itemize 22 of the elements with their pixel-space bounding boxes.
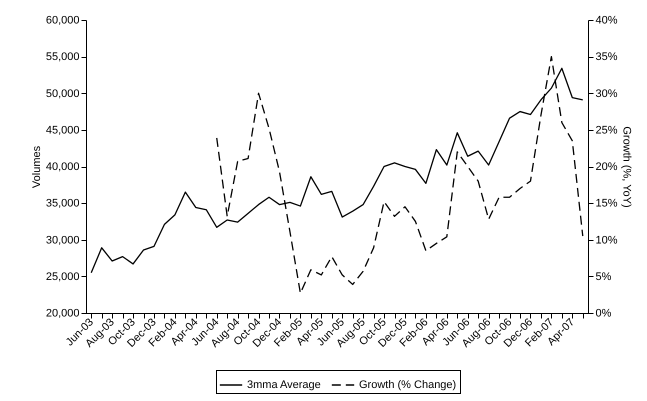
y-tick-label: 40,000 xyxy=(46,161,80,173)
y-tick-label: 45,000 xyxy=(46,124,80,136)
y2-tick-label: 35% xyxy=(596,51,618,64)
y2-tick-label: 30% xyxy=(596,88,618,100)
y2-tick-label: 15% xyxy=(596,198,618,210)
y2-tick-label: 20% xyxy=(596,161,618,173)
y2-tick-label: 0% xyxy=(596,308,612,320)
y-tick-label: 60,000 xyxy=(46,14,80,26)
y2-tick-label: 40% xyxy=(596,14,618,26)
y-tick-label: 55,000 xyxy=(46,51,80,64)
y2-axis-title: Growth (%, YoY) xyxy=(620,126,633,208)
y-tick-label: 35,000 xyxy=(46,198,80,210)
y2-tick-label: 25% xyxy=(596,124,618,136)
y2-tick-label: 5% xyxy=(596,270,612,283)
y-axis-title: Volumes xyxy=(30,145,43,188)
y-tick-label: 30,000 xyxy=(46,234,80,246)
legend-label: Growth (% Change) xyxy=(359,379,456,391)
y-tick-label: 50,000 xyxy=(46,88,80,100)
y-tick-label: 25,000 xyxy=(46,270,80,283)
legend-label: 3mma Average xyxy=(247,379,321,391)
y2-tick-label: 10% xyxy=(596,234,618,246)
y-tick-label: 20,000 xyxy=(46,308,80,320)
